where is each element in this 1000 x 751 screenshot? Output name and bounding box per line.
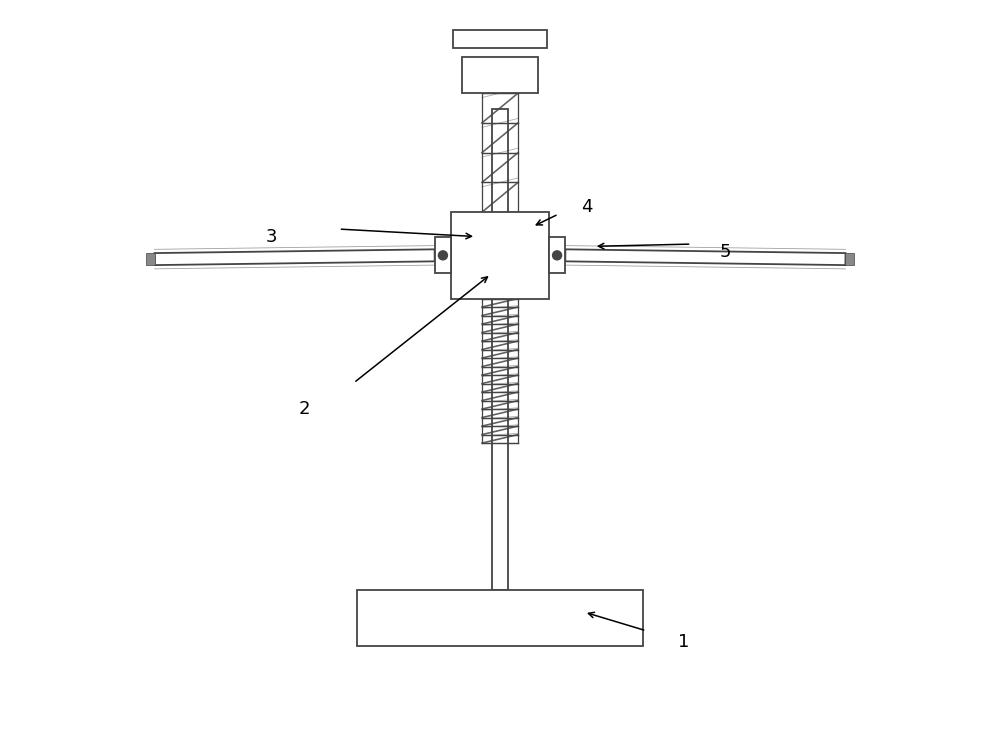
Text: 4: 4 [581, 198, 592, 216]
Polygon shape [146, 253, 155, 265]
Circle shape [553, 251, 562, 260]
Bar [357, 590, 643, 646]
Bar [462, 57, 538, 93]
Polygon shape [565, 249, 846, 265]
Text: 5: 5 [720, 243, 731, 261]
Polygon shape [845, 253, 854, 265]
Polygon shape [154, 249, 435, 265]
Bar [435, 237, 451, 273]
Bar [492, 109, 508, 590]
Text: 1: 1 [678, 633, 690, 651]
Bar [453, 29, 547, 48]
Text: 2: 2 [299, 400, 310, 418]
Bar [549, 237, 565, 273]
Text: 3: 3 [265, 228, 277, 246]
Circle shape [438, 251, 447, 260]
Bar [451, 212, 549, 298]
